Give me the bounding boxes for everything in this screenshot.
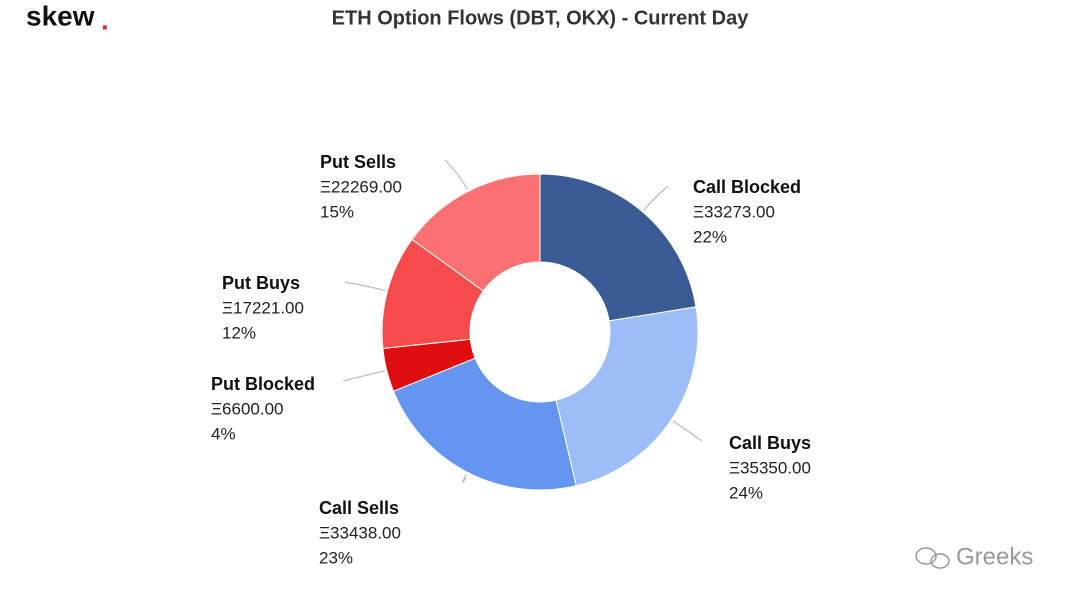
percent-label: 23%: [319, 548, 353, 567]
value-label: Ξ33273.00: [693, 202, 775, 221]
slice: [392, 357, 577, 491]
value-label: Ξ22269.00: [320, 177, 402, 196]
slice-label: Put Buys: [222, 273, 300, 293]
slice-label: Call Buys: [729, 433, 811, 453]
slice: [539, 173, 697, 322]
percent-label: 15%: [320, 202, 354, 221]
slice-label: Put Sells: [320, 152, 396, 172]
connector: [643, 185, 669, 211]
value-label: Ξ6600.00: [211, 399, 284, 418]
value-label: Ξ33438.00: [319, 523, 401, 542]
watermark: Greeks: [956, 543, 1033, 570]
percent-label: 4%: [211, 424, 236, 443]
brand: skew: [26, 0, 95, 31]
percent-label: 24%: [729, 483, 763, 502]
brand-mark: .: [101, 4, 109, 35]
value-label: Ξ35350.00: [729, 458, 811, 477]
connector: [444, 159, 468, 190]
slice-label: Put Blocked: [211, 374, 315, 394]
percent-label: 22%: [693, 227, 727, 246]
connector: [672, 420, 703, 442]
connector: [344, 281, 386, 292]
slice-label: Call Blocked: [693, 177, 801, 197]
slice-label: Call Sells: [319, 498, 399, 518]
percent-label: 12%: [222, 323, 256, 342]
slice: [411, 173, 541, 292]
chart-title: ETH Option Flows (DBT, OKX) - Current Da…: [332, 7, 750, 29]
value-label: Ξ17221.00: [222, 298, 304, 317]
slice: [555, 306, 699, 487]
connector: [462, 473, 467, 483]
connector: [342, 370, 385, 382]
watermark-icon: [915, 547, 950, 569]
